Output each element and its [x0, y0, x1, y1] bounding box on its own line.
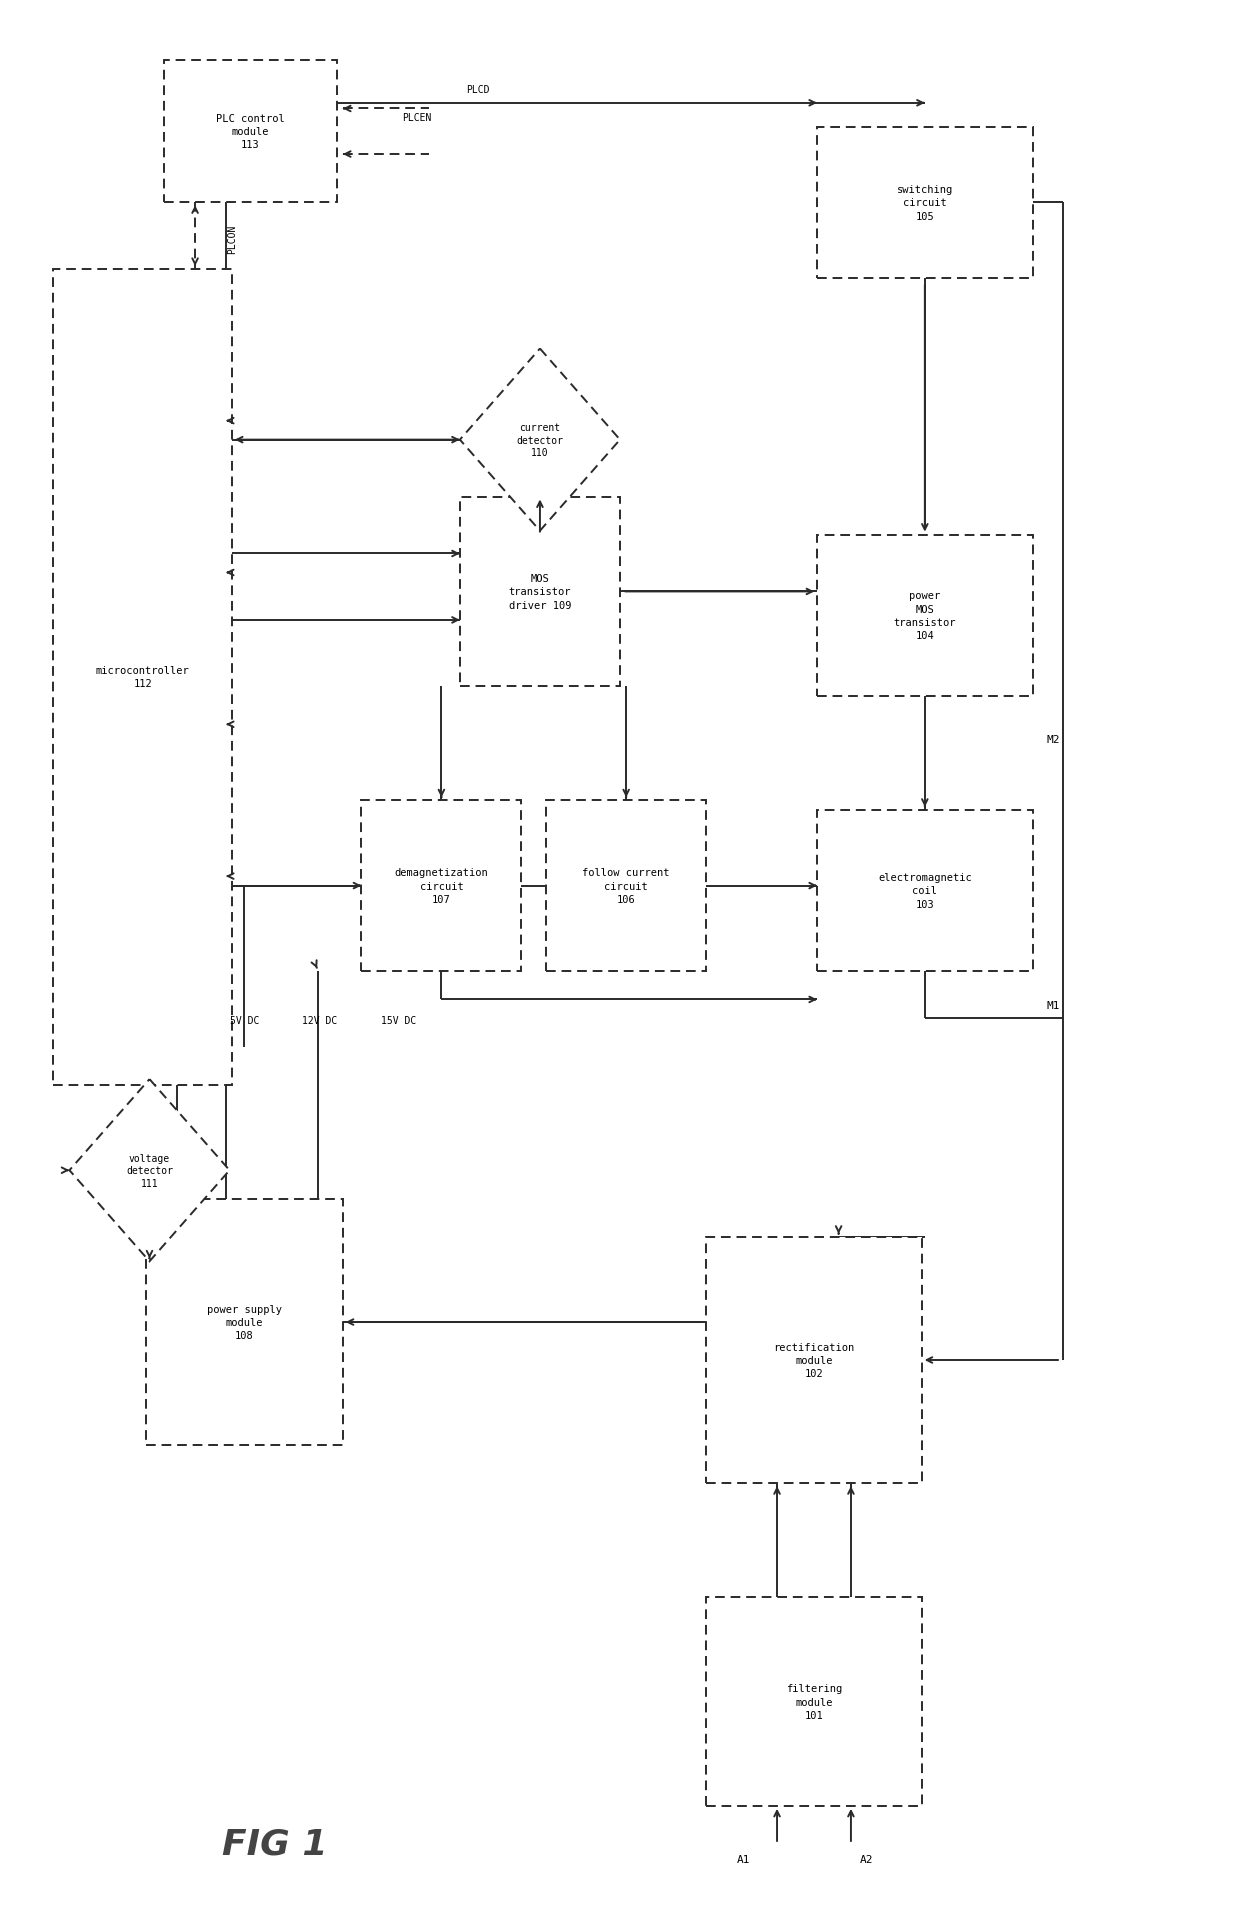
Text: 5V DC: 5V DC — [229, 1015, 259, 1025]
Text: switching
circuit
105: switching circuit 105 — [897, 185, 954, 221]
Text: PLCD: PLCD — [466, 84, 490, 95]
Text: 15V DC: 15V DC — [381, 1015, 415, 1025]
Text: M2: M2 — [1047, 735, 1060, 745]
FancyBboxPatch shape — [817, 810, 1033, 972]
Text: follow current
circuit
106: follow current circuit 106 — [583, 869, 670, 905]
Polygon shape — [69, 1080, 229, 1261]
FancyBboxPatch shape — [707, 1598, 921, 1806]
FancyBboxPatch shape — [460, 497, 620, 688]
FancyBboxPatch shape — [361, 800, 522, 972]
Text: MOS
transistor
driver 109: MOS transistor driver 109 — [508, 573, 572, 610]
FancyBboxPatch shape — [817, 535, 1033, 697]
Text: voltage
detector
111: voltage detector 111 — [126, 1153, 174, 1189]
FancyBboxPatch shape — [707, 1236, 921, 1484]
FancyBboxPatch shape — [53, 271, 232, 1086]
Text: PLCON: PLCON — [227, 225, 237, 253]
Text: filtering
module
101: filtering module 101 — [786, 1684, 842, 1720]
Text: A1: A1 — [737, 1854, 750, 1865]
FancyBboxPatch shape — [817, 128, 1033, 280]
FancyBboxPatch shape — [164, 61, 337, 204]
Text: microcontroller
112: microcontroller 112 — [95, 667, 190, 690]
Text: FIG 1: FIG 1 — [222, 1827, 327, 1861]
Text: current
detector
110: current detector 110 — [516, 423, 563, 457]
Text: power supply
module
108: power supply module 108 — [207, 1305, 281, 1341]
Text: power
MOS
transistor
104: power MOS transistor 104 — [894, 591, 956, 640]
Polygon shape — [460, 349, 620, 531]
Text: 12V DC: 12V DC — [301, 1015, 337, 1025]
Text: PLCEN: PLCEN — [402, 112, 432, 124]
Text: PLC control
module
113: PLC control module 113 — [216, 114, 285, 150]
Text: M1: M1 — [1047, 1000, 1060, 1012]
Text: A2: A2 — [859, 1854, 873, 1865]
FancyBboxPatch shape — [146, 1198, 343, 1446]
FancyBboxPatch shape — [546, 800, 707, 972]
Text: demagnetization
circuit
107: demagnetization circuit 107 — [394, 869, 489, 905]
Text: electromagnetic
coil
103: electromagnetic coil 103 — [878, 872, 972, 909]
Text: rectification
module
102: rectification module 102 — [774, 1343, 854, 1379]
